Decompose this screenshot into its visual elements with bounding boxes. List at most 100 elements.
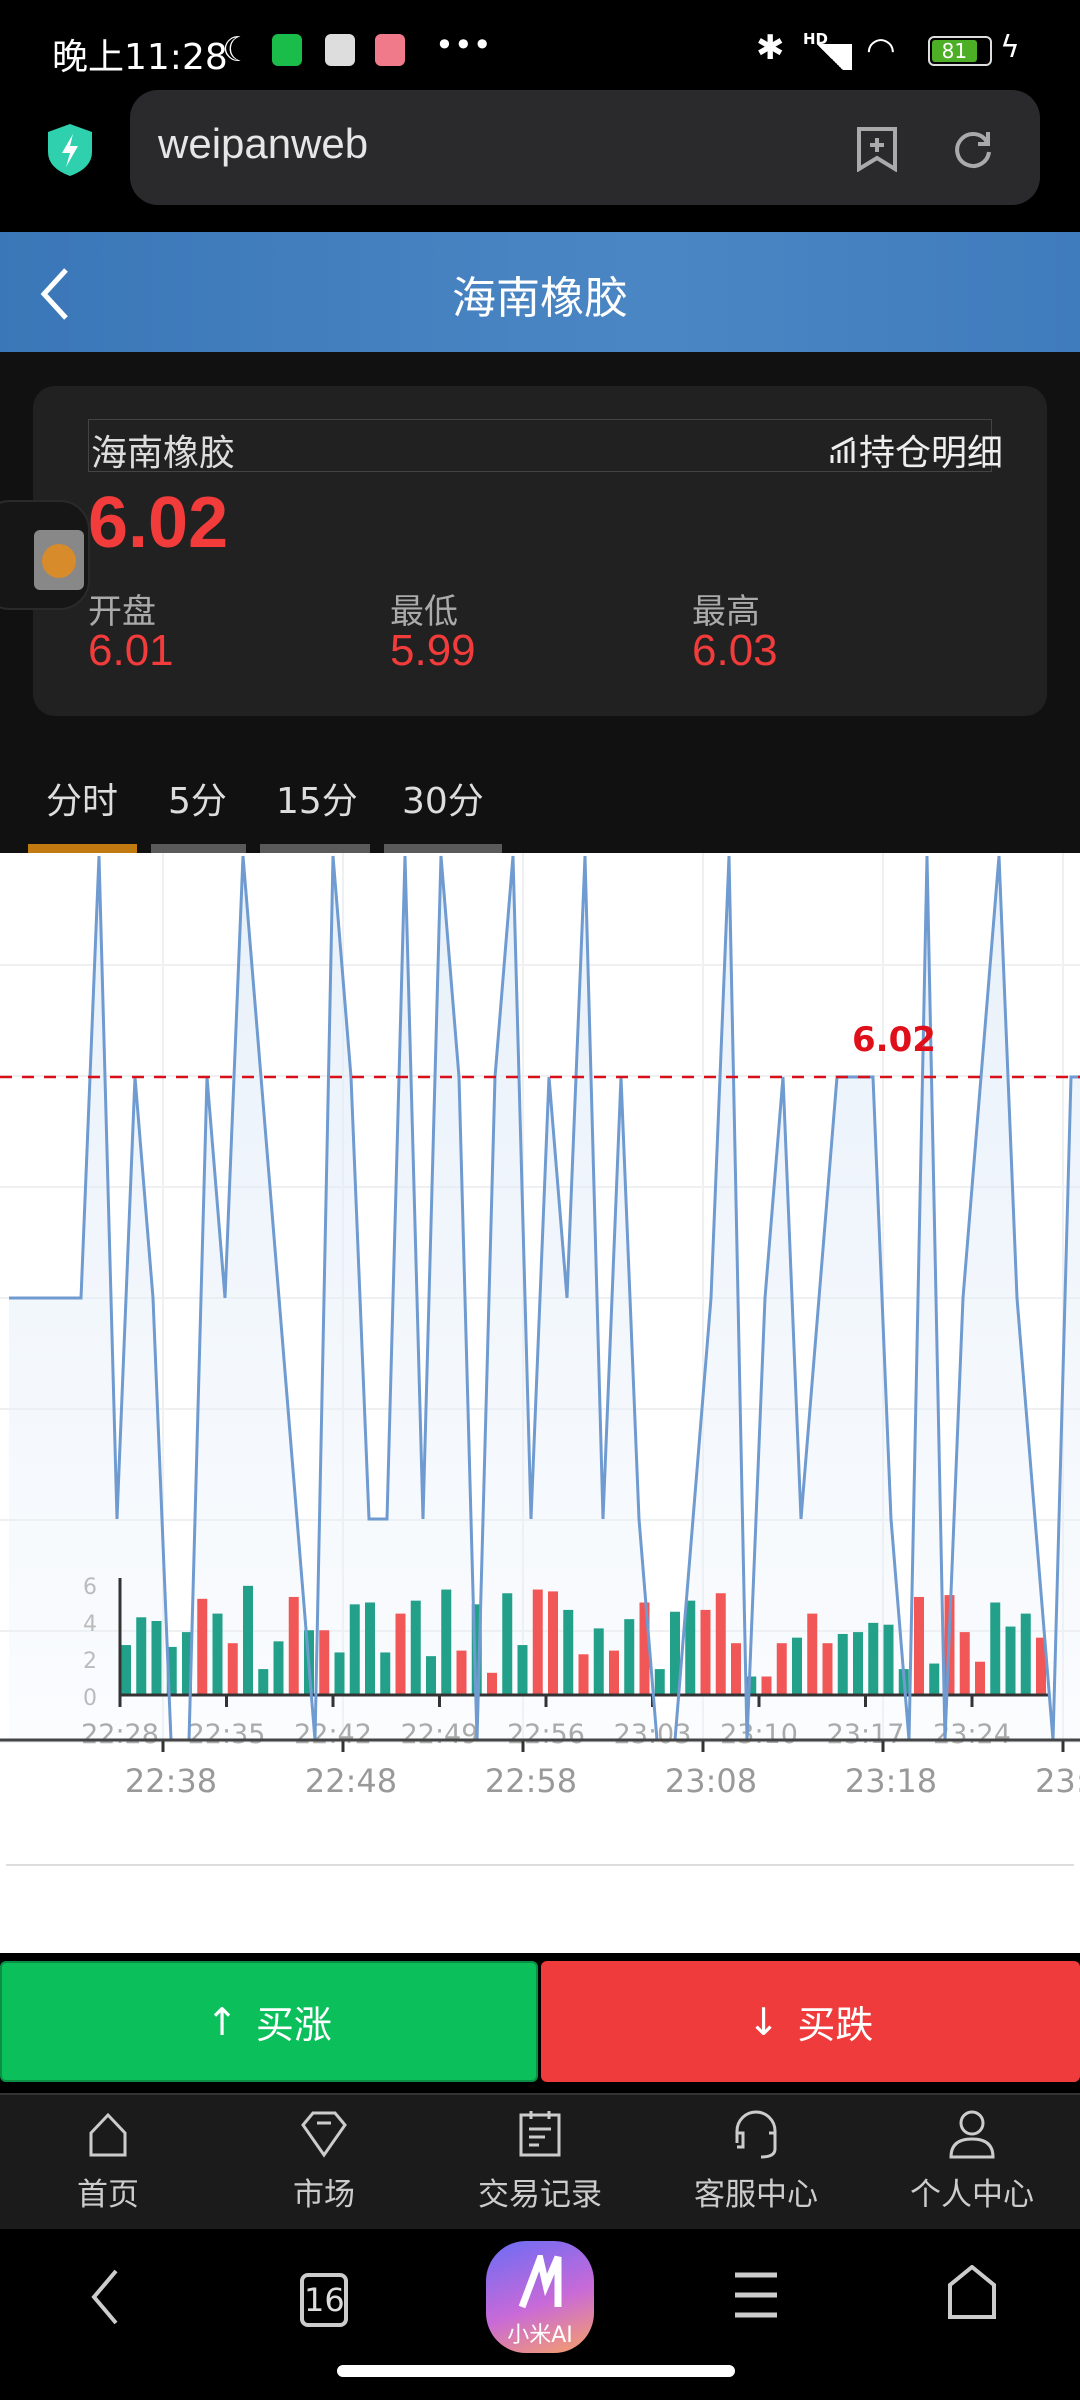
volume-y-label: 0 bbox=[83, 1686, 97, 1711]
volume-x-label: 22:35 bbox=[188, 1719, 266, 1750]
status-time: 晚上11:28 bbox=[52, 37, 228, 78]
url-text[interactable]: weipanweb bbox=[158, 120, 369, 167]
volume-x-label: 23:10 bbox=[720, 1719, 798, 1750]
recent-tabs-button[interactable]: 16 bbox=[300, 2273, 348, 2327]
nav-label: 市场 bbox=[293, 2177, 355, 2213]
volume-bar bbox=[715, 1593, 726, 1695]
coin-icon bbox=[34, 530, 84, 590]
home-indicator[interactable] bbox=[337, 2365, 735, 2377]
tab-15min[interactable]: 15分 bbox=[276, 781, 358, 822]
nav-market[interactable]: 市场 bbox=[216, 2095, 432, 2229]
volume-bar bbox=[746, 1676, 757, 1695]
volume-bar bbox=[593, 1628, 604, 1695]
tab-timeshare[interactable]: 分时 bbox=[46, 781, 119, 822]
high-label: 最高 bbox=[692, 592, 760, 632]
nav-label: 个人中心 bbox=[910, 2177, 1034, 2213]
shield-icon[interactable] bbox=[44, 122, 96, 178]
more-notifications-icon: ••• bbox=[435, 26, 492, 64]
volume-bar bbox=[197, 1598, 208, 1695]
volume-bar bbox=[685, 1600, 696, 1695]
headset-icon bbox=[735, 2110, 777, 2159]
charging-icon: ϟ bbox=[1000, 30, 1020, 65]
quote-name-row: 海南橡胶 持仓明细 bbox=[88, 419, 1003, 474]
current-price-label: 6.02 bbox=[852, 1020, 936, 1060]
volume-bar bbox=[532, 1589, 543, 1695]
volume-x-label: 23:17 bbox=[827, 1719, 905, 1750]
address-bar[interactable]: weipanweb bbox=[130, 90, 1040, 205]
nav-profile[interactable]: 个人中心 bbox=[864, 2095, 1080, 2229]
refresh-icon[interactable] bbox=[952, 128, 994, 170]
volume-bar bbox=[151, 1621, 162, 1695]
nav-trade-records[interactable]: 交易记录 bbox=[432, 2095, 648, 2229]
user-icon bbox=[949, 2110, 995, 2159]
position-detail-link[interactable]: 持仓明细 bbox=[829, 424, 1003, 476]
nav-home[interactable]: 首页 bbox=[0, 2095, 216, 2229]
bottom-nav: 首页 市场 交易记录 客服中心 个人中心 bbox=[0, 2093, 1080, 2229]
nav-label: 首页 bbox=[77, 2177, 139, 2213]
page-title: 海南橡胶 bbox=[452, 273, 628, 324]
volume-bar bbox=[609, 1650, 619, 1695]
buy-down-button[interactable]: ↓ 买跌 bbox=[541, 1961, 1080, 2082]
open-value: 6.01 bbox=[88, 626, 174, 675]
volume-bar bbox=[624, 1619, 635, 1695]
volume-bar bbox=[578, 1654, 589, 1695]
x-tick-label: 23:18 bbox=[845, 1762, 937, 1800]
x-tick-label: 22:58 bbox=[485, 1762, 577, 1800]
volume-bar bbox=[868, 1622, 879, 1695]
instrument-name: 海南橡胶 bbox=[91, 433, 236, 474]
volume-bar bbox=[136, 1617, 147, 1695]
status-bar: 晚上11:28 ☾ ••• ✱ HD ◠ 81 ϟ bbox=[0, 0, 1080, 90]
volume-bar bbox=[975, 1661, 985, 1695]
buy-up-button[interactable]: ↑ 买涨 bbox=[0, 1961, 538, 2082]
nav-customer-service[interactable]: 客服中心 bbox=[648, 2095, 864, 2229]
system-home-icon[interactable] bbox=[946, 2265, 998, 2321]
nav-label: 交易记录 bbox=[478, 2177, 602, 2213]
x-tick-label: 23:2 bbox=[1035, 1762, 1080, 1800]
arrow-up-icon: ↑ bbox=[206, 1999, 238, 2044]
volume-bar bbox=[182, 1632, 192, 1695]
tab-30min[interactable]: 30分 bbox=[402, 781, 484, 822]
volume-bar bbox=[258, 1669, 269, 1695]
tab-indicator bbox=[151, 844, 246, 853]
volume-bar bbox=[456, 1650, 467, 1695]
volume-bar bbox=[1036, 1637, 1046, 1695]
volume-bar bbox=[227, 1643, 238, 1695]
app-notification-icon bbox=[375, 34, 405, 66]
volume-bar bbox=[990, 1602, 1001, 1695]
home-icon bbox=[89, 2112, 127, 2157]
floating-widget[interactable] bbox=[0, 500, 90, 610]
volume-bar bbox=[1005, 1626, 1016, 1695]
signal-icon bbox=[808, 44, 852, 70]
buy-up-label: 买涨 bbox=[255, 2003, 332, 2047]
volume-bar bbox=[349, 1604, 360, 1695]
quote-card: 海南橡胶 持仓明细 6.02 开盘 6.01 最低 5.99 最高 6.03 bbox=[33, 386, 1047, 716]
volume-bar bbox=[670, 1611, 680, 1695]
x-tick-label: 23:08 bbox=[665, 1762, 757, 1800]
nav-label: 客服中心 bbox=[694, 2177, 818, 2213]
volume-bar bbox=[563, 1609, 574, 1695]
wifi-icon: ◠ bbox=[866, 30, 896, 70]
price-chart[interactable]: 0 2 4 6 22:28 22:35 22:42 22:49 22:56 23:03 23:10 2… bbox=[0, 853, 1080, 1953]
volume-y-label: 6 bbox=[83, 1575, 97, 1600]
volume-bar bbox=[380, 1652, 391, 1695]
chart-canvas: 0 2 4 6 22:28 22:35 22:42 22:49 22:56 23:03 23:10 2… bbox=[0, 853, 1080, 1866]
back-icon[interactable] bbox=[38, 266, 72, 322]
position-detail-label[interactable]: 持仓明细 bbox=[858, 433, 1003, 474]
volume-bar bbox=[410, 1600, 421, 1695]
volume-bar bbox=[959, 1632, 970, 1695]
tab-5min[interactable]: 5分 bbox=[168, 781, 227, 822]
current-price: 6.02 bbox=[88, 483, 229, 563]
volume-bar bbox=[639, 1602, 650, 1695]
buy-down-label: 买跌 bbox=[797, 2003, 874, 2047]
diamond-icon bbox=[301, 2111, 347, 2158]
add-bookmark-icon[interactable] bbox=[856, 126, 898, 172]
ai-label: 小米AI bbox=[507, 2323, 573, 2348]
volume-bar bbox=[548, 1591, 558, 1695]
system-back-icon[interactable] bbox=[90, 2269, 120, 2325]
tab-indicator bbox=[260, 844, 370, 853]
volume-bar bbox=[853, 1632, 863, 1695]
volume-x-label: 22:56 bbox=[507, 1719, 585, 1750]
menu-icon[interactable] bbox=[733, 2271, 779, 2319]
xiaomi-ai-button[interactable]: 小米AI bbox=[486, 2241, 594, 2353]
volume-bar bbox=[654, 1669, 665, 1695]
